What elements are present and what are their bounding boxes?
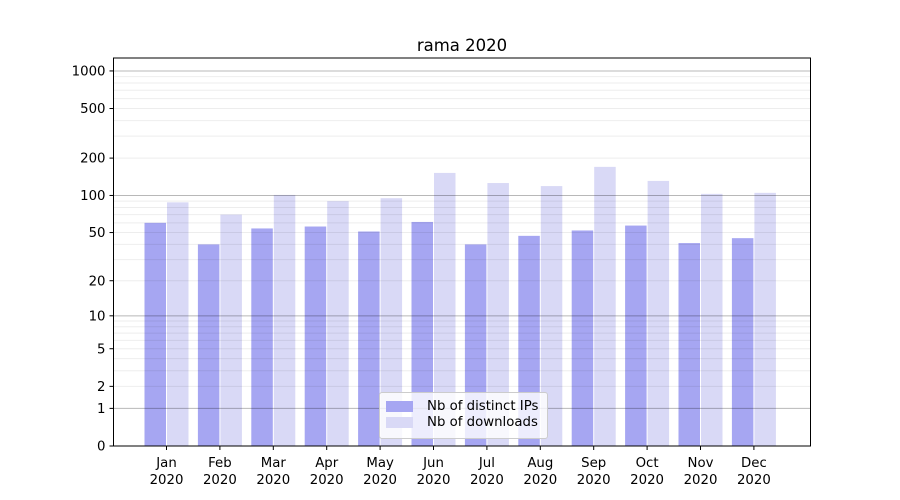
y-tick-label: 200 [80, 152, 105, 167]
y-tick-label: 50 [89, 226, 106, 241]
bar-distinct-ips-sep [571, 230, 594, 446]
x-tick-label-month: Apr [315, 456, 339, 471]
legend-label-distinct-ips: Nb of distinct IPs [427, 399, 539, 414]
bar-downloads-oct [647, 180, 670, 446]
x-tick-label-month: Jun [422, 456, 444, 471]
y-tick-label: 100 [80, 189, 105, 204]
x-tick-label-month: Aug [527, 456, 553, 471]
x-tick-label-month: Nov [688, 456, 714, 471]
bar-downloads-jun [434, 172, 456, 446]
bar-distinct-ips-oct [625, 225, 647, 446]
x-tick-label-year: 2020 [256, 473, 290, 488]
x-tick-label-month: Sep [581, 456, 606, 471]
x-tick-label-year: 2020 [630, 473, 664, 488]
bar-downloads-feb [220, 214, 242, 446]
x-tick-label-year: 2020 [150, 473, 184, 488]
x-tick-label-year: 2020 [203, 473, 237, 488]
x-tick-label-year: 2020 [684, 473, 718, 488]
bar-downloads-apr [327, 201, 349, 446]
bar-distinct-ips-nov [678, 243, 700, 446]
bar-downloads-jul [487, 183, 509, 446]
bar-downloads-aug [540, 186, 563, 446]
y-tick-label: 500 [80, 102, 105, 117]
x-tick-label-month: Dec [741, 456, 767, 471]
bar-downloads-mar [273, 194, 296, 446]
bar-distinct-ips-mar [251, 228, 273, 446]
x-tick-label-year: 2020 [470, 473, 504, 488]
bar-downloads-sep [594, 166, 616, 446]
y-tick-label: 2 [97, 380, 105, 395]
y-tick-label: 5 [97, 342, 105, 357]
legend-item-downloads: Nb of downloads [386, 415, 538, 431]
bar-downloads-dec [754, 192, 776, 446]
legend-item-distinct-ips: Nb of distinct IPs [386, 400, 538, 413]
y-tick-label: 0 [97, 440, 105, 455]
bar-distinct-ips-jun [411, 221, 433, 446]
bar-distinct-ips-may [358, 231, 380, 446]
bar-distinct-ips-feb [197, 244, 220, 446]
bar-distinct-ips-dec [731, 238, 754, 446]
bar-downloads-nov [701, 193, 723, 446]
x-tick-label-month: Oct [636, 456, 659, 471]
x-tick-label-year: 2020 [737, 473, 771, 488]
x-tick-label-month: Jul [478, 456, 495, 471]
legend: Nb of distinct IPs Nb of downloads [379, 392, 549, 439]
bar-downloads-jan [167, 202, 189, 446]
x-tick-label-year: 2020 [417, 473, 451, 488]
bar-downloads-may [380, 198, 403, 446]
x-tick-label-year: 2020 [577, 473, 611, 488]
x-tick-label-year: 2020 [310, 473, 344, 488]
y-tick-label: 10 [89, 309, 106, 324]
x-tick-label-year: 2020 [523, 473, 557, 488]
chart-title: rama 2020 [416, 36, 508, 55]
x-tick-label-month: Mar [261, 456, 287, 471]
y-tick-label: 1 [97, 402, 105, 417]
axes-spines [113, 57, 811, 447]
x-tick-label-month: Jan [155, 456, 177, 471]
y-tick-label: 1000 [72, 65, 106, 80]
bar-distinct-ips-apr [304, 226, 327, 446]
legend-label-downloads: Nb of downloads [427, 415, 538, 431]
y-tick-label: 20 [89, 274, 106, 289]
x-tick-label-month: May [366, 456, 394, 471]
x-tick-label-year: 2020 [363, 473, 397, 488]
legend-swatch-downloads [386, 417, 413, 429]
bar-distinct-ips-jan [144, 222, 166, 446]
legend-swatch-distinct-ips [386, 401, 413, 413]
x-tick-label-month: Feb [208, 456, 232, 471]
